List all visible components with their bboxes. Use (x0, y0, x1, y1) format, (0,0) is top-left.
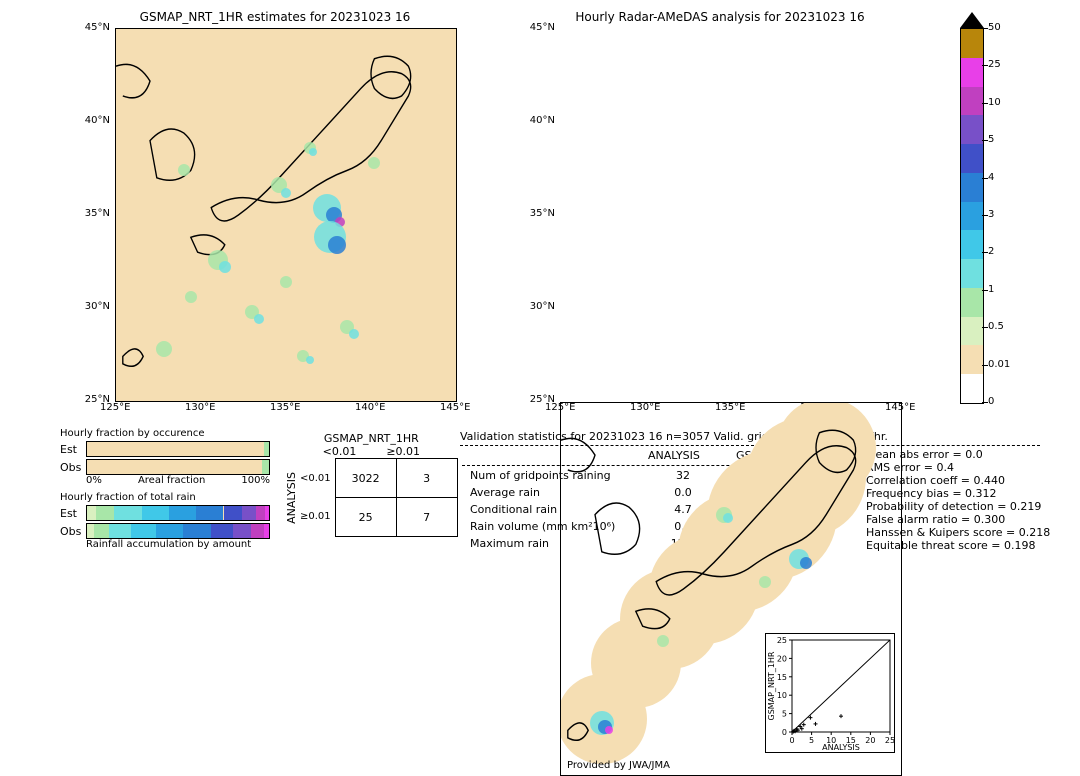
occ-obs-bar (86, 459, 270, 475)
acc-title: Rainfall accumulation by amount (86, 539, 270, 550)
right-map: Provided by JWA/JMA 00551010151520202525… (560, 402, 902, 776)
colorbar (960, 28, 984, 404)
svg-text:10: 10 (777, 691, 787, 700)
left-map-title: GSMAP_NRT_1HR estimates for 20231023 16 (95, 10, 455, 24)
scatter-inset: 00551010151520202525ANALYSISGSMAP_NRT_1H… (765, 633, 895, 753)
colorbar-top-arrow (960, 12, 984, 28)
svg-text:25: 25 (777, 636, 787, 645)
occ-xc: Areal fraction (138, 475, 205, 486)
provided-label: Provided by JWA/JMA (567, 760, 670, 771)
tot-obs-label: Obs (60, 525, 82, 538)
svg-text:5: 5 (782, 710, 787, 719)
svg-text:ANALYSIS: ANALYSIS (822, 743, 860, 752)
svg-text:20: 20 (865, 736, 875, 745)
cont-c1: ≥0.01 (386, 445, 420, 458)
svg-text:15: 15 (777, 673, 787, 682)
occ-x1: 100% (241, 475, 270, 486)
svg-text:0: 0 (782, 728, 787, 737)
svg-text:20: 20 (777, 654, 787, 663)
cont-r0: <0.01 (300, 473, 331, 484)
occ-est-label: Est (60, 443, 82, 456)
left-map (115, 28, 457, 402)
contingency-table: 30223 257 (335, 458, 458, 537)
occ-obs-label: Obs (60, 461, 82, 474)
svg-text:5: 5 (809, 736, 814, 745)
tot-est-label: Est (60, 507, 82, 520)
svg-text:0: 0 (789, 736, 794, 745)
occ-title: Hourly fraction by occurence (60, 428, 270, 439)
svg-text:25: 25 (885, 736, 894, 745)
tot-title: Hourly fraction of total rain (60, 492, 270, 503)
occ-x0: 0% (86, 475, 102, 486)
cont-col-header: GSMAP_NRT_1HR (285, 432, 458, 445)
tot-est-bar (86, 505, 270, 521)
cont-r1: ≥0.01 (300, 511, 331, 522)
right-map-title: Hourly Radar-AMeDAS analysis for 2023102… (540, 10, 900, 24)
tot-obs-bar (86, 523, 270, 539)
cont-row-header: ANALYSIS (285, 472, 298, 524)
svg-text:GSMAP_NRT_1HR: GSMAP_NRT_1HR (767, 651, 776, 720)
cont-c0: <0.01 (323, 445, 357, 458)
occ-est-bar (86, 441, 270, 457)
